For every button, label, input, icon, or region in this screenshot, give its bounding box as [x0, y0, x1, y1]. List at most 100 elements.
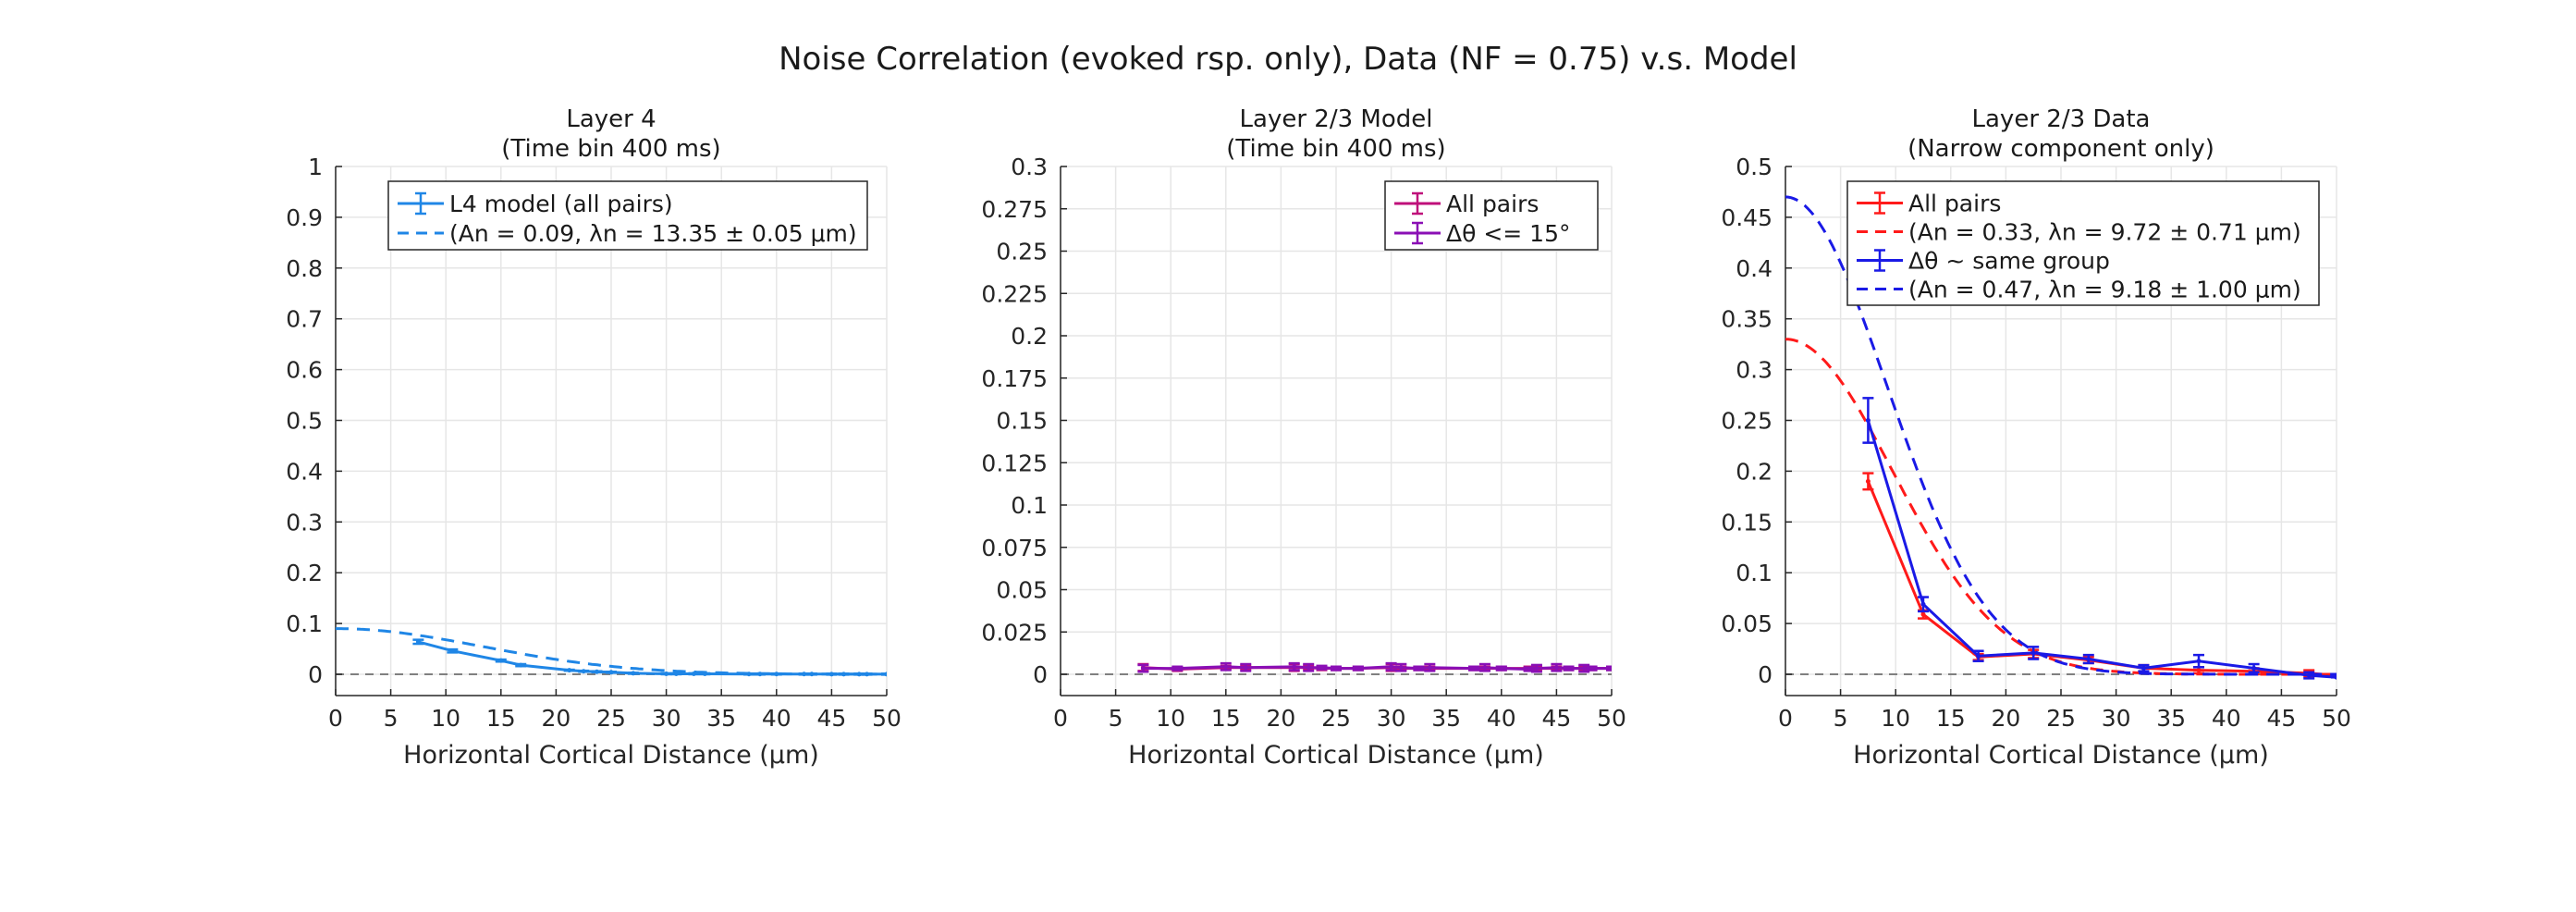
x-tick-label: 0: [328, 705, 343, 732]
legend: All pairs Δθ <= 15°: [1384, 180, 1599, 251]
data-point: [1331, 665, 1342, 672]
data-marker: [567, 668, 572, 673]
data-point: [627, 671, 639, 676]
data-point: [563, 668, 575, 673]
x-tick-label: 50: [872, 705, 902, 732]
legend-label: L4 model (all pairs): [449, 191, 673, 217]
y-tick-label: 0: [1033, 661, 1048, 688]
data-point: [1424, 662, 1436, 672]
x-tick-label: 40: [1487, 705, 1516, 732]
x-tick-label: 15: [1936, 705, 1966, 732]
legend-label: All pairs: [1446, 191, 1539, 217]
y-tick-label: 0.2: [286, 560, 323, 586]
panel-subtitle: (Time bin 400 ms): [1226, 135, 1445, 163]
figure-title: Noise Correlation (evoked rsp. only), Da…: [779, 41, 1797, 78]
legend-box: [387, 180, 868, 251]
data-point: [1385, 661, 1397, 672]
data-point: [515, 662, 527, 668]
data-point: [606, 670, 617, 675]
y-tick-label: 0.075: [981, 535, 1048, 561]
legend-label: Δθ ~ same group: [1908, 248, 2110, 275]
data-marker: [1609, 666, 1612, 672]
data-point: [1862, 472, 1874, 491]
data-marker: [1140, 666, 1146, 672]
x-tick-label: 30: [652, 705, 681, 732]
data-point: [1137, 663, 1149, 673]
y-tick-label: 0.1: [1011, 492, 1048, 519]
data-marker: [1243, 665, 1248, 671]
x-tick-label: 40: [2212, 705, 2241, 732]
x-tick-label: 40: [762, 705, 791, 732]
x-tick-label: 5: [1109, 705, 1123, 732]
y-tick-label: 0.45: [1721, 204, 1773, 231]
data-marker: [415, 639, 421, 645]
data-marker: [1333, 666, 1339, 672]
y-tick-label: 0.175: [981, 365, 1048, 392]
panel-title: Layer 2/3 Model: [1240, 105, 1433, 133]
data-marker: [1527, 667, 1532, 672]
data-marker: [2196, 659, 2202, 664]
y-tick-label: 0.225: [981, 280, 1048, 307]
data-point: [1551, 662, 1563, 672]
x-tick-label: 10: [1156, 705, 1185, 732]
y-tick-label: 0.8: [286, 255, 323, 282]
panel-title: Layer 2/3 Data: [1972, 105, 2151, 133]
data-layer: [1785, 195, 2337, 680]
data-marker: [2196, 668, 2202, 673]
data-marker: [2334, 674, 2337, 680]
x-tick-label: 50: [1597, 705, 1626, 732]
data-marker: [1566, 666, 1572, 672]
data-marker: [631, 671, 636, 676]
x-tick-label: 15: [486, 705, 516, 732]
data-marker: [2086, 657, 2091, 662]
y-tick-label: 0.5: [286, 408, 323, 435]
x-tick-label: 5: [384, 705, 399, 732]
data-marker: [664, 671, 669, 676]
y-tick-label: 0.5: [1736, 154, 1773, 180]
data-point: [1972, 649, 1984, 662]
data-marker: [1553, 665, 1559, 671]
x-tick-label: 35: [706, 705, 736, 732]
legend-item: (An = 0.47, λn = 9.18 ± 1.00 μm): [1857, 277, 2301, 303]
data-marker: [1976, 653, 1981, 659]
legend-item: (An = 0.33, λn = 9.72 ± 0.71 μm): [1857, 219, 2301, 246]
x-tick-label: 0: [1778, 705, 1793, 732]
x-tick-label: 50: [2322, 705, 2351, 732]
y-tick-label: 1: [308, 154, 323, 180]
data-marker: [2141, 665, 2146, 671]
data-point: [2082, 653, 2094, 665]
legend-item: All pairs: [1394, 191, 1539, 217]
data-marker: [1534, 666, 1539, 672]
data-marker: [2251, 665, 2257, 671]
data-point: [1578, 663, 1590, 673]
data-point: [1395, 662, 1407, 672]
x-tick-label: 35: [1431, 705, 1461, 732]
data-marker: [1482, 665, 1488, 671]
y-tick-label: 0.275: [981, 196, 1048, 223]
data-marker: [1319, 665, 1325, 671]
data-point: [660, 671, 672, 676]
data-marker: [518, 662, 523, 668]
y-tick-label: 0.1: [286, 610, 323, 637]
x-tick-label: 25: [596, 705, 626, 732]
data-marker: [1416, 666, 1421, 672]
y-tick-label: 0.3: [1736, 357, 1773, 384]
data-point: [1918, 596, 1929, 613]
data-point: [1563, 665, 1575, 672]
data-marker: [1355, 666, 1361, 672]
x-tick-label: 10: [1881, 705, 1910, 732]
data-point: [1530, 663, 1542, 673]
y-tick-label: 0.05: [1721, 610, 1773, 637]
data-marker: [1292, 664, 1297, 670]
y-tick-label: 0.6: [286, 357, 323, 384]
x-tick-label: 30: [1377, 705, 1406, 732]
y-tick-label: 0.2: [1736, 458, 1773, 485]
y-tick-label: 0.4: [286, 458, 323, 485]
y-tick-label: 0.25: [996, 239, 1048, 265]
y-tick-label: 0.25: [1721, 408, 1773, 435]
data-point: [2028, 646, 2040, 660]
data-marker: [608, 670, 614, 675]
data-point: [1468, 665, 1479, 672]
data-point: [1288, 661, 1300, 672]
legend-item: (An = 0.09, λn = 13.35 ± 0.05 μm): [398, 220, 857, 247]
